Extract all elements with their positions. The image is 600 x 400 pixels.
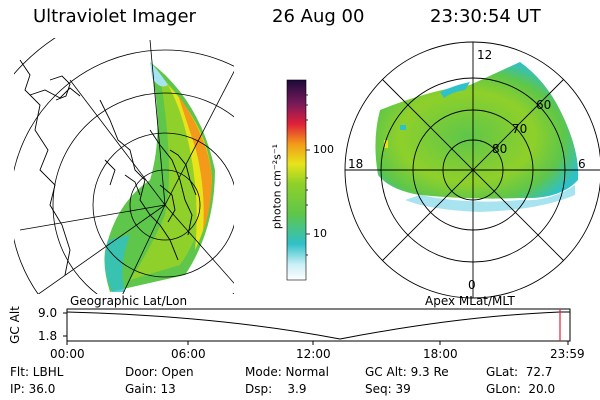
colorbar-unit-label: photon cm⁻²s⁻¹ bbox=[270, 143, 284, 230]
timeline-ytick-1-8: 1.8 bbox=[38, 329, 58, 343]
instrument-title: Ultraviolet Imager bbox=[33, 6, 196, 27]
mlt-label-12: 12 bbox=[477, 48, 493, 62]
gc-alt-timeline bbox=[63, 308, 571, 345]
timeline-xtick-2359: 23:59 bbox=[550, 347, 585, 361]
altitude-curve bbox=[66, 311, 570, 340]
geographic-map bbox=[14, 38, 234, 294]
status-ip: IP: 36.0 bbox=[10, 382, 56, 396]
status-gc-alt: GC Alt: 9.3 Re bbox=[365, 365, 449, 379]
right-map-caption: Apex MLat/MLT bbox=[425, 294, 515, 308]
aurora-right bbox=[375, 62, 579, 199]
lat-label-70: 70 bbox=[512, 122, 528, 136]
mlt-label-6: 6 bbox=[578, 157, 586, 171]
status-gain: Gain: 13 bbox=[125, 382, 176, 396]
status-dsp: Dsp: 3.9 bbox=[245, 382, 307, 396]
lat-label-60: 60 bbox=[536, 98, 552, 112]
mlt-label-18: 18 bbox=[348, 157, 364, 171]
polar-map bbox=[344, 41, 600, 299]
timeline-ytick-9: 9.0 bbox=[38, 306, 58, 320]
mlt-label-0: 0 bbox=[468, 278, 476, 292]
date-label: 26 Aug 00 bbox=[272, 6, 365, 27]
timeline-xtick-0000: 00:00 bbox=[50, 347, 85, 361]
status-glat: GLat: 72.7 bbox=[486, 365, 553, 379]
colorbar-tick-100: 100 bbox=[313, 143, 334, 156]
left-map-caption: Geographic Lat/Lon bbox=[70, 294, 188, 308]
lat-label-80: 80 bbox=[492, 142, 508, 156]
timeline-ylabel: GC Alt bbox=[7, 306, 22, 344]
colorbar bbox=[286, 79, 307, 281]
timeline-xtick-1200: 12:00 bbox=[296, 347, 331, 361]
colorbar-tick-10: 10 bbox=[313, 227, 327, 240]
status-mode: Mode: Normal bbox=[245, 365, 329, 379]
status-glon: GLon: 20.0 bbox=[486, 382, 556, 396]
status-door: Door: Open bbox=[125, 365, 194, 379]
status-filter: Flt: LBHL bbox=[10, 365, 64, 379]
status-seq: Seq: 39 bbox=[365, 382, 411, 396]
timeline-xtick-0600: 06:00 bbox=[171, 347, 206, 361]
timeline-xtick-1800: 18:00 bbox=[423, 347, 458, 361]
time-label: 23:30:54 UT bbox=[430, 6, 541, 27]
